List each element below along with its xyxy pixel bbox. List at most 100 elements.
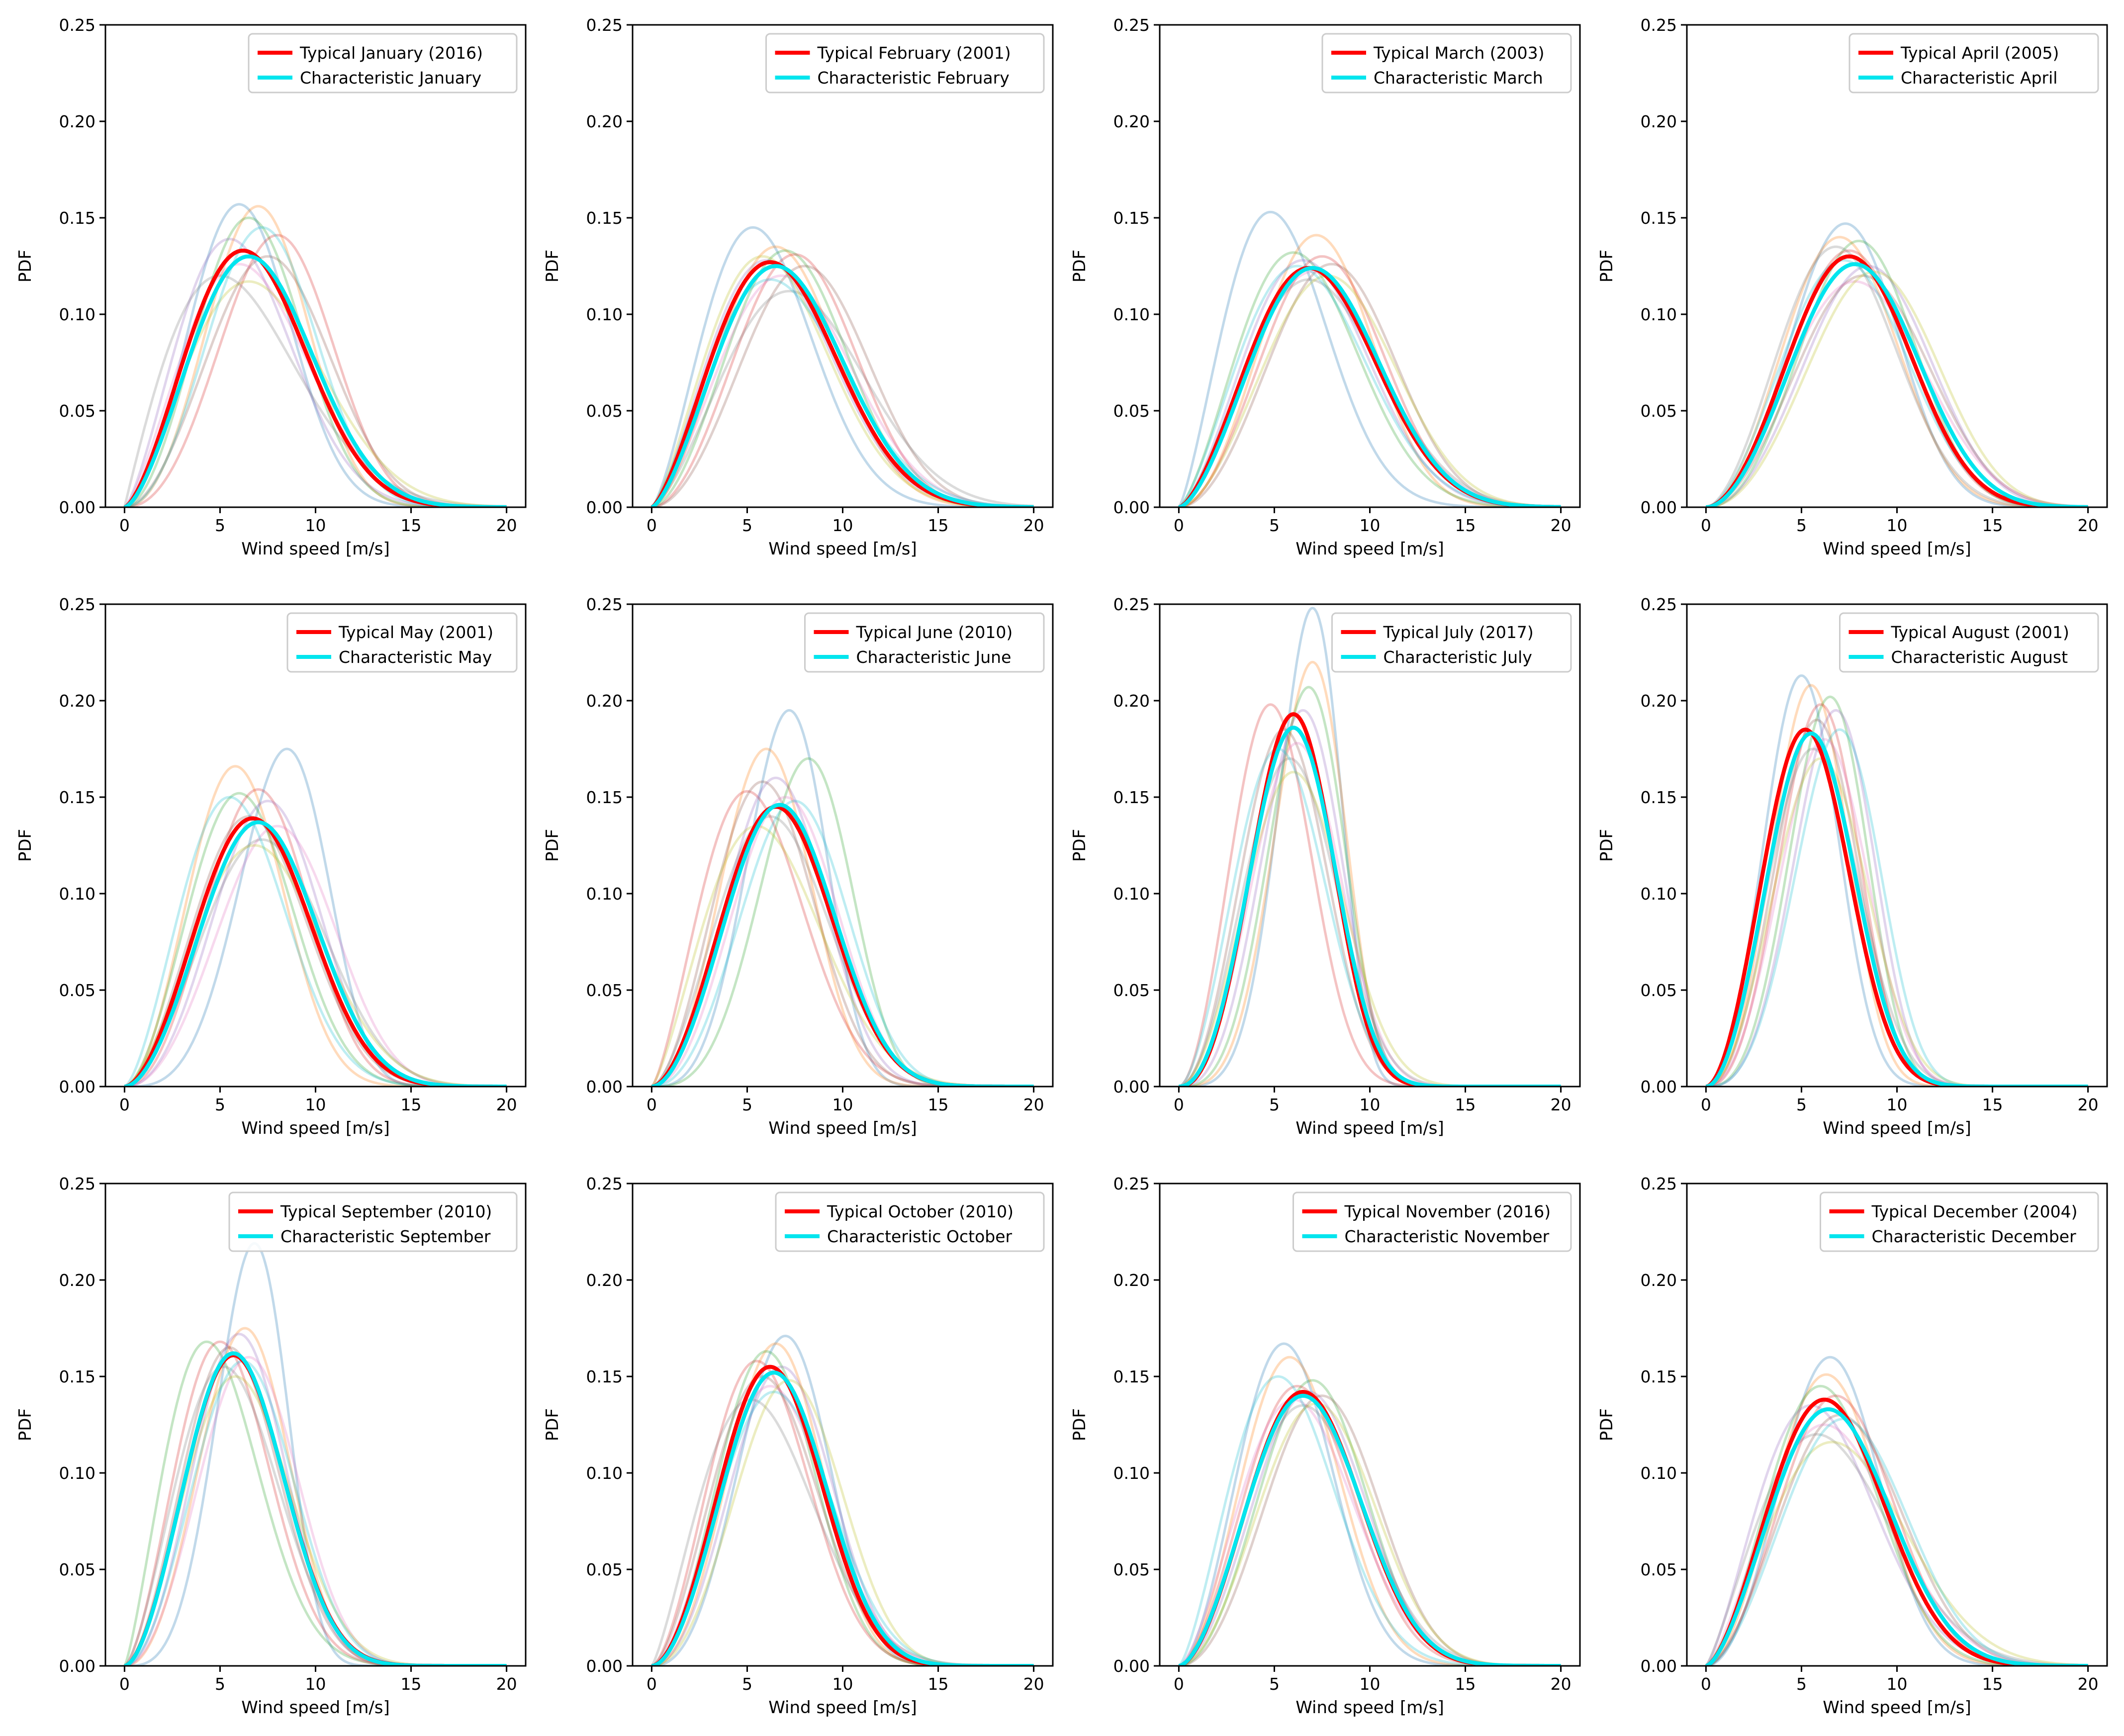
y-tick-label: 0.25 <box>1113 595 1150 614</box>
background-curve <box>1179 709 1561 1087</box>
legend-box <box>1848 33 2099 93</box>
background-curve <box>1706 265 2088 507</box>
y-tick-label: 0.15 <box>1113 1367 1150 1386</box>
y-tick-label: 0.25 <box>59 15 95 35</box>
background-curve <box>1178 1342 1561 1666</box>
x-tick-label: 5 <box>215 516 225 535</box>
x-tick-label: 0 <box>1174 1674 1184 1694</box>
subplot-november: 0 5 10 15 20 0.00 0.05 0.10 0.15 0.20 0.25 Wind spe… <box>1070 1174 1581 1718</box>
legend: Typical November (2016) Characteristic No… <box>1293 1191 1572 1252</box>
y-axis-label: PDF <box>1070 829 1090 862</box>
y-axis-label: PDF <box>1597 829 1617 862</box>
x-tick-label: 0 <box>646 1674 657 1694</box>
y-tick-label: 0.00 <box>1113 1077 1150 1096</box>
legend-label-typical: Typical August (2001) <box>1891 623 2069 642</box>
y-tick-label: 0.05 <box>1113 401 1150 421</box>
x-axis-label: Wind speed [m/s] <box>768 1118 917 1138</box>
x-tick-label: 15 <box>1455 1674 1476 1694</box>
y-tick-label: 0.15 <box>586 1367 623 1386</box>
y-tick-label: 0.10 <box>1113 1463 1150 1483</box>
background-curve <box>1706 695 2088 1087</box>
background-curve <box>1178 251 1561 507</box>
curves <box>650 1334 1034 1666</box>
legend: Typical July (2017) Characteristic July <box>1331 612 1572 673</box>
background-curve <box>123 1340 507 1666</box>
y-axis-label: PDF <box>543 250 562 282</box>
legend: Typical June (2010) Characteristic June <box>804 612 1045 673</box>
background-curve <box>123 274 507 507</box>
background-curve <box>1706 757 2088 1087</box>
y-tick-label: 0.25 <box>59 1174 95 1193</box>
background-curve <box>124 838 507 1087</box>
y-tick-label: 0.15 <box>1113 208 1150 228</box>
x-axis-label: Wind speed [m/s] <box>768 1698 917 1718</box>
y-tick-label: 0.15 <box>59 208 95 228</box>
x-tick-label: 20 <box>1023 1674 1044 1694</box>
y-tick-label: 0.25 <box>59 595 95 614</box>
x-tick-label: 5 <box>1796 516 1807 535</box>
y-tick-label: 0.25 <box>586 595 623 614</box>
background-curve <box>124 1327 507 1666</box>
y-tick-label: 0.05 <box>1113 1560 1150 1579</box>
x-tick-label: 10 <box>832 1095 853 1114</box>
y-axis-label: PDF <box>1070 1408 1090 1441</box>
y-tick-label: 0.05 <box>59 401 95 421</box>
y-tick-label: 0.15 <box>586 788 623 807</box>
legend-box <box>775 1191 1045 1252</box>
x-tick-label: 5 <box>1796 1095 1807 1114</box>
subplot-march: 0 5 10 15 20 0.00 0.05 0.10 0.15 0.20 0.25 Wind spe… <box>1070 15 1581 559</box>
y-tick-label: 0.00 <box>59 1077 95 1096</box>
x-tick-label: 20 <box>1551 1674 1571 1694</box>
background-curve <box>651 1334 1034 1666</box>
legend-label-typical: Typical April (2005) <box>1900 43 2059 63</box>
x-axis-label: Wind speed [m/s] <box>241 539 390 559</box>
y-tick-label: 0.15 <box>1641 1367 1677 1386</box>
x-tick-label: 0 <box>646 516 657 535</box>
x-tick-label: 15 <box>401 1674 422 1694</box>
y-tick-label: 0.10 <box>586 1463 623 1483</box>
y-tick-label: 0.20 <box>586 112 623 131</box>
legend-box <box>286 612 518 673</box>
y-tick-label: 0.05 <box>59 1560 95 1579</box>
y-tick-label: 0.05 <box>1641 1560 1677 1579</box>
y-tick-label: 0.00 <box>1641 1077 1677 1096</box>
subplot-june: 0 5 10 15 20 0.00 0.05 0.10 0.15 0.20 0.25 Wind spe… <box>543 595 1054 1138</box>
characteristic-curve <box>124 820 507 1087</box>
legend-label-characteristic: Characteristic August <box>1891 647 2068 667</box>
curves <box>1705 674 2088 1087</box>
x-tick-label: 0 <box>119 1674 130 1694</box>
plot-area <box>1160 25 1580 507</box>
y-tick-label: 0.05 <box>586 1560 623 1579</box>
background-curve <box>1179 757 1561 1087</box>
y-tick-label: 0.05 <box>1641 981 1677 1000</box>
x-tick-label: 20 <box>2078 1674 2099 1694</box>
typical-curve <box>1705 728 2088 1087</box>
background-curve <box>1706 709 2088 1087</box>
x-tick-label: 5 <box>215 1095 225 1114</box>
typical-curve <box>1706 254 2088 507</box>
x-tick-label: 10 <box>305 1674 326 1694</box>
x-tick-label: 10 <box>832 1674 853 1694</box>
x-tick-label: 5 <box>742 516 752 535</box>
y-tick-label: 0.20 <box>586 1271 623 1290</box>
x-axis-label: Wind speed [m/s] <box>241 1698 390 1718</box>
legend: Typical April (2005) Characteristic April <box>1848 33 2099 93</box>
x-tick-label: 0 <box>1174 1095 1184 1114</box>
subplot-august: 0 5 10 15 20 0.00 0.05 0.10 0.15 0.20 0.25 Wind spe… <box>1597 595 2108 1138</box>
background-curve <box>1706 236 2088 507</box>
x-tick-label: 5 <box>1269 516 1280 535</box>
characteristic-curve <box>124 254 507 507</box>
plot-area <box>1687 25 2107 507</box>
x-tick-label: 10 <box>832 516 853 535</box>
background-curve <box>651 274 1034 507</box>
x-tick-label: 10 <box>305 516 326 535</box>
x-axis-label: Wind speed [m/s] <box>1823 539 1971 559</box>
x-tick-label: 15 <box>1982 1674 2003 1694</box>
y-axis-label: PDF <box>15 829 35 862</box>
x-tick-label: 15 <box>1455 1095 1476 1114</box>
x-tick-label: 10 <box>1360 516 1381 535</box>
y-tick-label: 0.20 <box>1113 691 1150 711</box>
y-axis-label: PDF <box>543 829 562 862</box>
y-tick-label: 0.10 <box>59 305 95 324</box>
y-tick-label: 0.10 <box>1113 884 1150 904</box>
